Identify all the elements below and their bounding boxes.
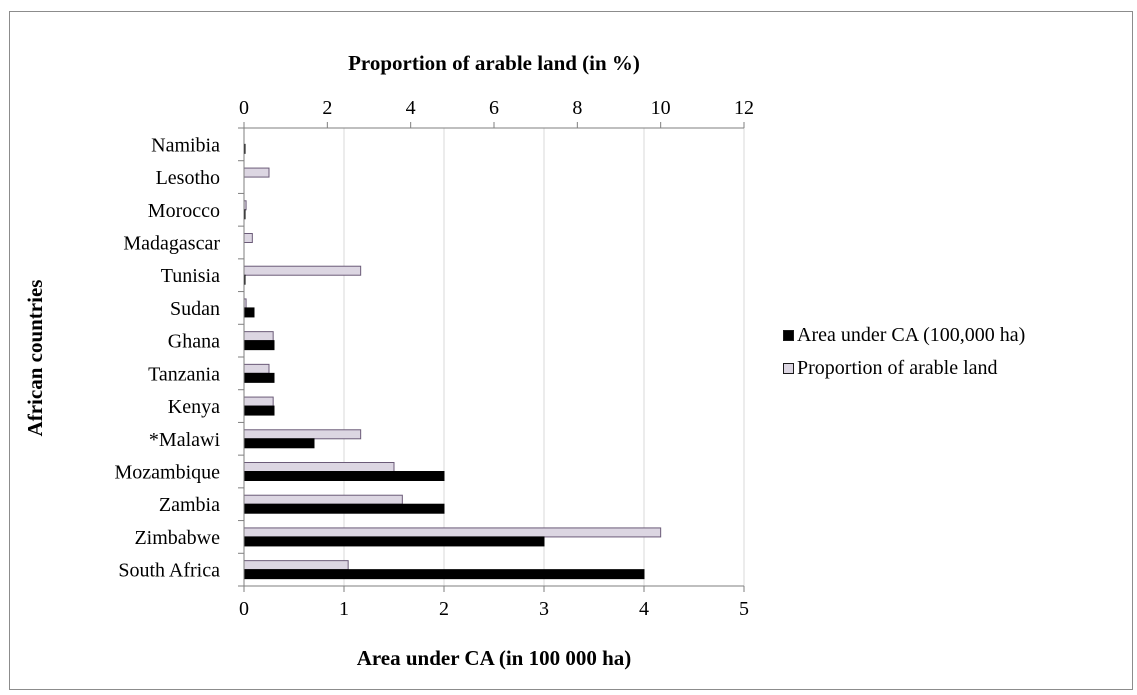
legend-label-proportion: Proportion of arable land — [797, 356, 998, 379]
bar-proportion — [243, 396, 274, 407]
legend-swatch-area — [783, 329, 794, 341]
bottom-tick-label: 5 — [739, 598, 749, 620]
bottom-tick-label: 2 — [439, 598, 449, 620]
bar-proportion — [243, 527, 662, 538]
top-tick-label: 10 — [651, 97, 671, 119]
category-label: Madagascar — [123, 233, 220, 255]
category-label: Zambia — [159, 494, 220, 516]
top-tick-label: 4 — [406, 97, 416, 119]
bar-proportion — [243, 265, 362, 276]
category-label: Tanzania — [148, 363, 220, 385]
category-label: *Malawi — [149, 429, 221, 451]
top-axis-title: Proportion of arable land (in %) — [348, 51, 640, 75]
bar-proportion — [243, 462, 395, 472]
category-label: Zimbabwe — [134, 527, 220, 549]
bar-proportion — [243, 167, 270, 178]
category-label: Sudan — [170, 298, 220, 320]
top-tick-label: 6 — [489, 97, 499, 119]
category-label: Lesotho — [156, 167, 220, 189]
bar-area — [243, 438, 315, 449]
bottom-tick-label: 1 — [339, 598, 349, 620]
tick-labels: Namibia Lesotho Morocco Madagascar Tunisia Su… — [114, 97, 754, 620]
top-tick-label: 8 — [572, 97, 582, 119]
category-label: Ghana — [168, 331, 220, 353]
bottom-axis-title: Area under CA (in 100 000 ha) — [357, 646, 632, 670]
bar-proportion — [243, 494, 403, 505]
gridlines — [343, 128, 745, 586]
bar-proportion — [243, 429, 362, 440]
bar-proportion — [243, 331, 274, 342]
bar-area — [243, 405, 275, 416]
bar-area — [243, 307, 255, 318]
category-label: Namibia — [151, 134, 220, 156]
legend-item-proportion: Proportion of arable land — [783, 353, 1025, 383]
legend-item-area: Area under CA (100,000 ha) — [783, 320, 1025, 350]
category-label: Morocco — [148, 200, 220, 222]
category-label: Tunisia — [161, 265, 220, 287]
bar-area — [243, 569, 645, 580]
bars — [243, 143, 662, 580]
bar-proportion — [243, 560, 349, 571]
bar-area — [243, 536, 545, 547]
bar-area — [243, 471, 445, 481]
bottom-tick-label: 3 — [539, 598, 549, 620]
top-tick-label: 2 — [322, 97, 332, 119]
legend: Area under CA (100,000 ha) Proportion of… — [783, 320, 1025, 386]
top-tick-label: 12 — [734, 97, 754, 119]
bar-proportion — [243, 233, 253, 243]
top-tick-label: 0 — [239, 97, 249, 119]
legend-swatch-proportion — [783, 362, 794, 374]
bottom-tick-label: 0 — [239, 598, 249, 620]
y-axis-title: African countries — [23, 280, 47, 437]
bar-area — [243, 372, 275, 383]
category-label: Mozambique — [114, 462, 220, 484]
bar-area — [243, 340, 275, 351]
bottom-tick-label: 4 — [639, 598, 649, 620]
bar-proportion — [243, 363, 270, 374]
category-label: Kenya — [168, 396, 220, 418]
category-label: South Africa — [118, 560, 220, 582]
legend-label-area: Area under CA (100,000 ha) — [797, 323, 1026, 346]
bar-area — [243, 503, 445, 514]
axes — [238, 122, 745, 592]
